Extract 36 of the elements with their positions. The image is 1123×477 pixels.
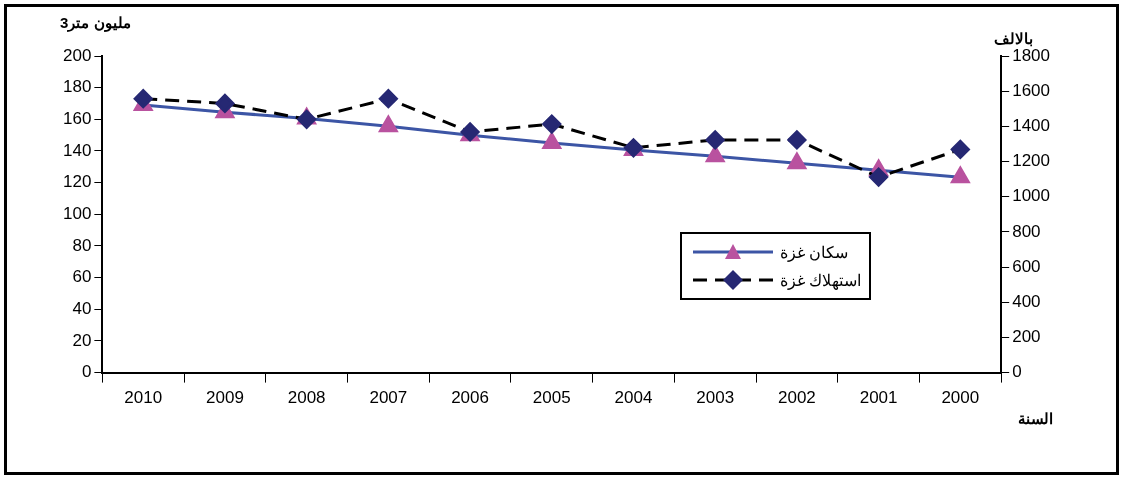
x-axis-title: السنة [1018,410,1053,428]
x-tick-label: 2002 [777,388,816,408]
y2-tick-label: 0 [1012,362,1022,382]
y2-tick-label: 1000 [1012,186,1051,206]
y-tick-label: 120 [62,172,92,192]
y2-tick-label: 200 [1012,327,1041,347]
x-tick-label: 2004 [614,388,653,408]
y-tick-label: 200 [62,45,92,65]
x-tick-label: 2003 [696,388,735,408]
x-tick-label: 2006 [451,388,489,408]
y-tick-label: 100 [62,203,92,223]
y-tick-label: 80 [72,235,92,255]
y-tick-label: 0 [81,362,92,382]
x-tick-label: 2009 [206,388,244,408]
legend-label: استهلاك غزة [780,270,862,290]
y2-tick-label: 1600 [1012,80,1051,100]
y-tick-label: 40 [72,298,92,318]
x-tick-label: 2005 [532,388,571,408]
x-tick-label: 2008 [287,388,326,408]
y-tick-label: 20 [72,330,92,350]
y-tick-label: 180 [62,77,92,97]
y-axis-title: مليون متر3 [60,14,131,32]
x-tick-label: 2007 [369,388,408,408]
x-tick-label: 2010 [124,388,163,408]
x-tick-label: 2000 [941,388,980,408]
y-tick-label: 140 [62,140,92,160]
y2-tick-label: 800 [1012,221,1041,241]
y2-tick-label: 1400 [1012,116,1051,136]
y2-tick-label: 1200 [1012,151,1051,171]
legend-label: سكان غزة [780,242,849,262]
x-tick-label: 2001 [859,388,898,408]
y2-tick-label: 600 [1012,256,1041,276]
y-tick-label: 60 [72,267,92,287]
y2-tick-label: 400 [1012,291,1041,311]
y2-axis-title: بالالف [994,30,1033,48]
y-tick-label: 160 [62,109,92,129]
